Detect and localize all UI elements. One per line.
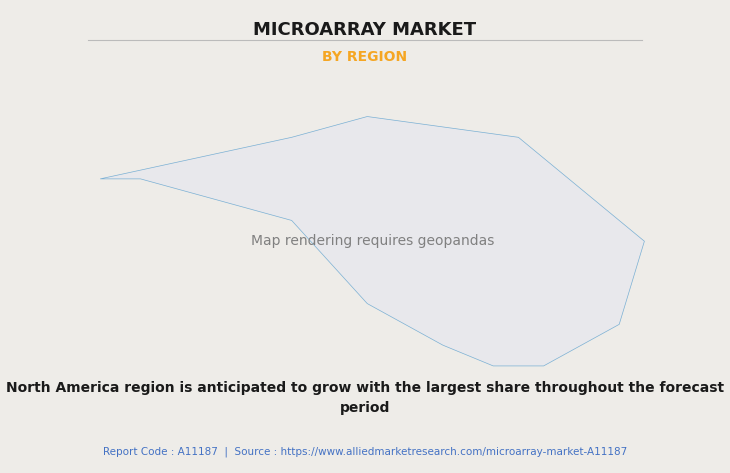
Text: BY REGION: BY REGION [323, 50, 407, 64]
Text: Map rendering requires geopandas: Map rendering requires geopandas [250, 234, 494, 248]
Polygon shape [100, 116, 645, 366]
Text: MICROARRAY MARKET: MICROARRAY MARKET [253, 21, 477, 39]
Text: Report Code : A11187  |  Source : https://www.alliedmarketresearch.com/microarra: Report Code : A11187 | Source : https://… [103, 447, 627, 457]
Text: North America region is anticipated to grow with the largest share throughout th: North America region is anticipated to g… [6, 381, 724, 415]
